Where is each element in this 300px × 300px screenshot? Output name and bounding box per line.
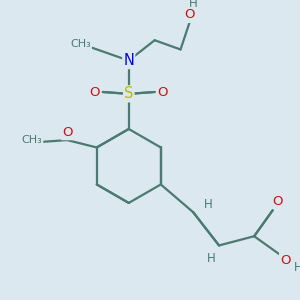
Text: O: O: [62, 126, 72, 139]
Text: O: O: [280, 254, 291, 267]
Text: H: H: [207, 252, 216, 265]
Text: O: O: [184, 8, 195, 21]
Text: CH₃: CH₃: [70, 39, 91, 49]
Text: CH₃: CH₃: [22, 135, 42, 145]
Text: S: S: [124, 86, 134, 101]
Text: N: N: [123, 53, 134, 68]
Text: H: H: [294, 261, 300, 274]
Text: O: O: [89, 85, 100, 98]
Text: H: H: [189, 0, 198, 10]
Text: O: O: [158, 85, 168, 98]
Text: O: O: [272, 195, 283, 208]
Text: H: H: [204, 198, 212, 211]
